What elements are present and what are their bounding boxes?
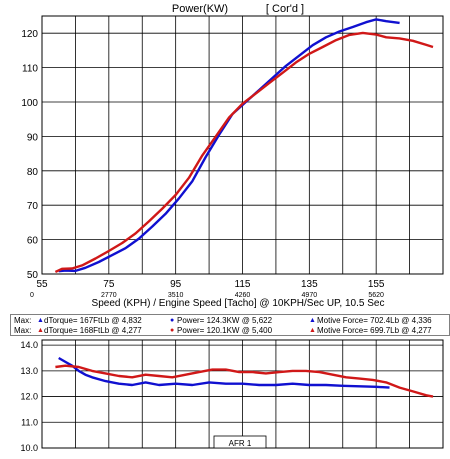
- rpm-tick-label: 5620: [368, 292, 384, 299]
- afr-y-tick-label: 12.0: [20, 392, 38, 402]
- x-axis-label: Speed (KPH) / Engine Speed [Tacho] @ 10K…: [92, 298, 385, 309]
- run2-power: Power= 120.1KW @ 5,400: [177, 326, 273, 335]
- afr-y-tick-label: 10.0: [20, 443, 38, 453]
- power-y-axis: 50 60 70 80 90 100 110 120: [21, 29, 38, 281]
- run1-force: Motive Force= 702.4Lb @ 4,336: [317, 316, 432, 325]
- power-grid: [42, 16, 443, 274]
- stats-max-label: Max:: [14, 316, 32, 325]
- run1-marker-icon: ▲: [37, 317, 44, 324]
- power-line-run2: [54, 31, 434, 273]
- run2-marker-icon: ▲: [37, 327, 44, 334]
- rpm-tick-label: 0: [30, 292, 34, 299]
- rpm-tick-label: 2770: [101, 292, 117, 299]
- run2-force: Motive Force= 699.7Lb @ 4,277: [317, 326, 432, 335]
- afr-y-axis: 10.0 11.0 12.0 13.0 14.0: [20, 340, 38, 453]
- power-y-tick-label: 50: [27, 270, 39, 281]
- run2-torque: dTorque= 168FtLb @ 4,277: [44, 326, 142, 335]
- run1-dot-icon: ●: [170, 317, 175, 324]
- chart-title: Power(KW): [172, 3, 228, 15]
- afr-y-tick-label: 11.0: [21, 417, 38, 427]
- power-y-tick-label: 70: [27, 201, 39, 212]
- rpm-tick-label: 4970: [302, 292, 318, 299]
- afr-label: AFR 1: [229, 439, 252, 448]
- rpm-tick-label: 3510: [168, 292, 184, 299]
- power-y-tick-label: 100: [21, 98, 38, 109]
- power-y-tick-label: 80: [27, 167, 39, 178]
- afr-grid: [42, 340, 443, 448]
- rpm-tick-label: 4260: [235, 292, 251, 299]
- power-x-tick-label: 75: [103, 279, 115, 290]
- power-x-tick-label: 95: [170, 279, 182, 290]
- power-y-tick-label: 110: [22, 64, 38, 75]
- run1-torque: dTorque= 167FtLb @ 4,832: [44, 316, 142, 325]
- power-series: [54, 18, 434, 273]
- power-x-tick-label: 115: [235, 279, 251, 290]
- chart-mode-label: [ Cor'd ]: [266, 3, 304, 15]
- stats-max-label: Max:: [14, 326, 32, 335]
- power-x-tick-label: 155: [368, 279, 385, 290]
- power-y-tick-label: 60: [27, 236, 39, 247]
- power-x-axis: 550 75 2770 95 3510 115 4260 135 4970 155 5620: [30, 279, 385, 299]
- power-y-tick-label: 120: [21, 29, 38, 40]
- afr-line-run2: [55, 364, 434, 398]
- afr-line-run1: [58, 356, 390, 389]
- run1-force-marker-icon: ▲: [309, 317, 316, 324]
- run2-dot-icon: ●: [170, 327, 175, 334]
- power-y-tick-label: 90: [27, 132, 39, 143]
- max-stats-panel: Max: ▲ dTorque= 167FtLb @ 4,832 ● Power=…: [10, 314, 450, 336]
- power-line-run1: [58, 18, 400, 273]
- run1-power: Power= 124.3KW @ 5,622: [177, 316, 273, 325]
- power-x-tick-label: 55: [36, 279, 48, 290]
- afr-series: [55, 356, 434, 398]
- power-x-tick-label: 135: [301, 279, 318, 290]
- afr-label-box: [213, 435, 267, 449]
- afr-y-tick-label: 14.0: [20, 340, 38, 350]
- afr-y-tick-label: 13.0: [20, 366, 38, 376]
- run2-force-marker-icon: ▲: [309, 327, 316, 334]
